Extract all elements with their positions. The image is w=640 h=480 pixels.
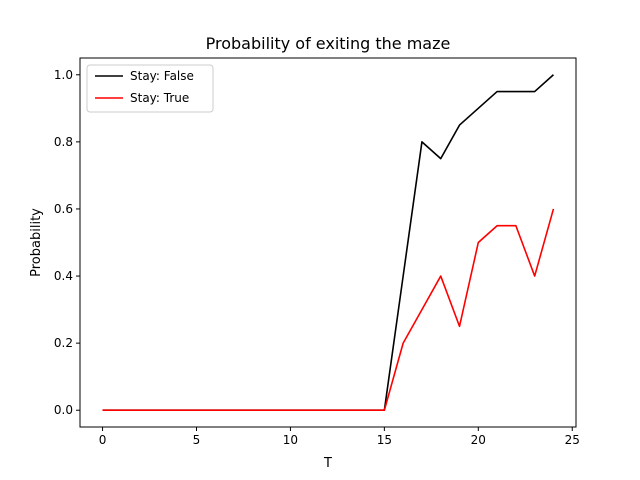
y-axis-label: Probability (29, 208, 44, 277)
y-axis: 0.0 0.2 0.4 0.6 0.8 1.0 (54, 68, 80, 417)
x-axis-label: T (323, 456, 332, 471)
series-line-stay-true (102, 208, 555, 412)
legend-label: Stay: False (130, 69, 194, 83)
x-tick-label: 20 (471, 433, 486, 447)
x-axis: 0 5 10 15 20 25 (99, 427, 580, 447)
y-tick-label: 0.8 (54, 135, 73, 149)
y-tick-label: 0.0 (54, 403, 73, 417)
y-tick-label: 0.2 (54, 336, 73, 350)
x-tick-label: 10 (283, 433, 298, 447)
x-tick-label: 25 (565, 433, 580, 447)
chart-title: Probability of exiting the maze (206, 34, 451, 53)
axes-frame (79, 57, 577, 428)
x-tick-label: 5 (193, 433, 201, 447)
series-layer (102, 74, 555, 412)
y-tick-label: 0.6 (54, 202, 73, 216)
x-tick-label: 15 (377, 433, 392, 447)
y-tick-label: 1.0 (54, 68, 73, 82)
legend-label: Stay: True (130, 91, 189, 105)
legend: Stay: False Stay: True (86, 64, 214, 113)
y-tick-label: 0.4 (54, 269, 73, 283)
x-tick-label: 0 (99, 433, 107, 447)
